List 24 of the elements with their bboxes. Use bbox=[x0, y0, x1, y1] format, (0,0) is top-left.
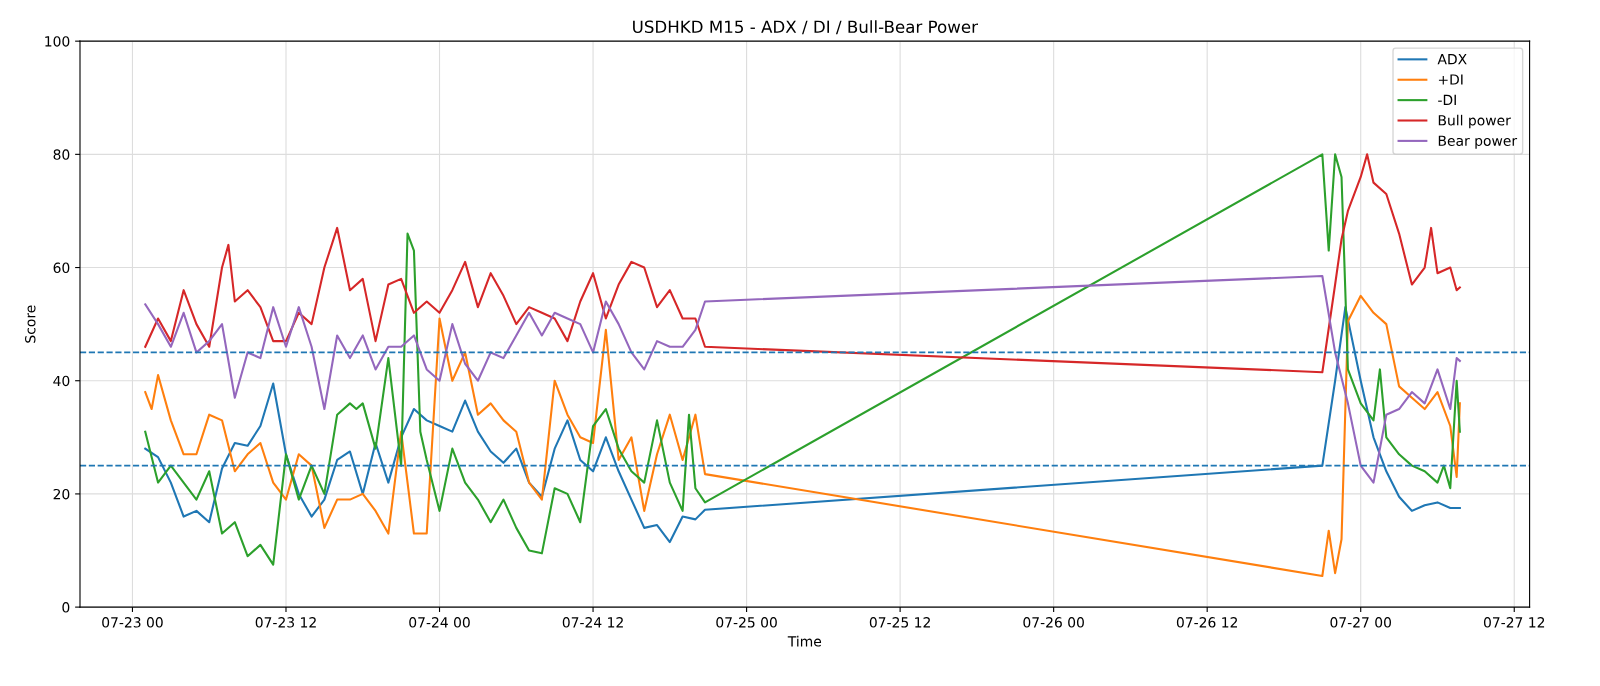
x-tick-label: 07-25 00 bbox=[716, 617, 777, 628]
legend-label: ADX bbox=[1437, 54, 1467, 65]
x-tick-label: 07-27 12 bbox=[1483, 617, 1545, 628]
x-tick-label: 07-23 00 bbox=[102, 617, 163, 628]
legend-label: Bull power bbox=[1438, 114, 1511, 129]
legend-label: +DI bbox=[1438, 74, 1463, 85]
y-tick-label: 100 bbox=[45, 36, 70, 47]
legend-label: -DI bbox=[1438, 94, 1456, 105]
y-axis-title: Score bbox=[25, 305, 36, 343]
y-tick-label: 40 bbox=[53, 375, 70, 387]
x-tick-label: 07-27 00 bbox=[1330, 617, 1392, 628]
x-tick-label: 07-24 12 bbox=[562, 617, 623, 628]
legend-label: Bear power bbox=[1438, 135, 1518, 149]
y-tick-label: 80 bbox=[53, 149, 70, 160]
x-tick-label: 07-26 12 bbox=[1176, 617, 1238, 628]
x-tick-label: 07-23 12 bbox=[255, 617, 316, 628]
chart-title: USDHKD M15 - ADX / DI / Bull-Bear Power bbox=[633, 20, 978, 35]
x-tick-label: 07-26 00 bbox=[1023, 617, 1084, 628]
x-tick-label: 07-25 12 bbox=[869, 617, 930, 628]
y-tick-label: 60 bbox=[53, 262, 70, 274]
x-tick-label: 07-24 00 bbox=[409, 617, 470, 628]
x-axis-title: Time bbox=[787, 635, 822, 647]
y-tick-label: 0 bbox=[62, 602, 70, 613]
y-tick-label: 20 bbox=[53, 488, 70, 500]
